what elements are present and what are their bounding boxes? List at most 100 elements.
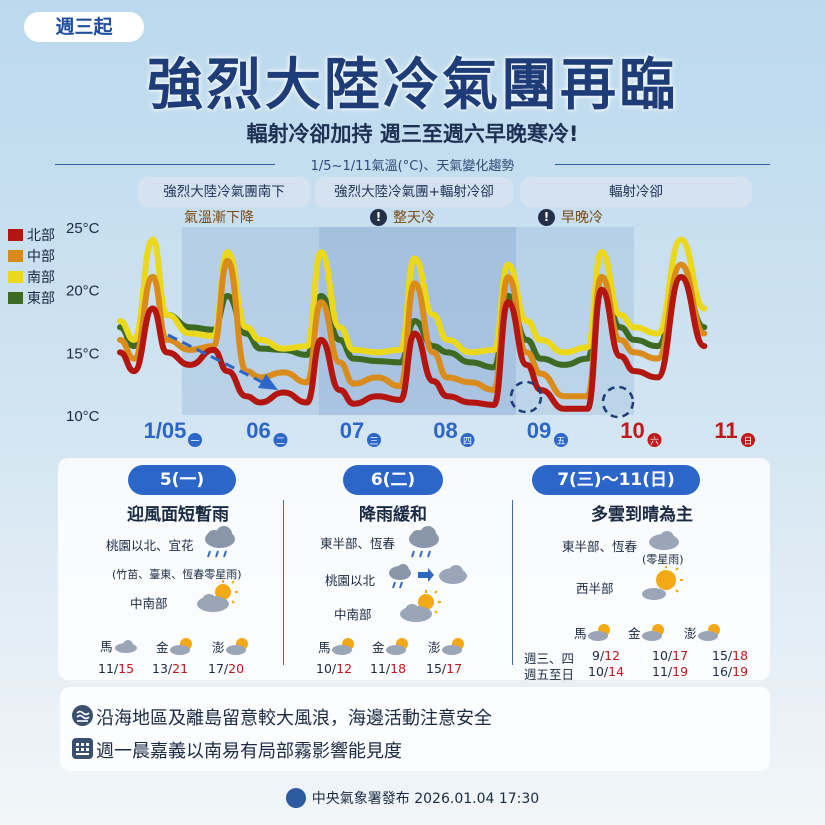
x-tick-label: 1/05 (144, 418, 187, 443)
island-temp: 11/18 (370, 661, 407, 676)
island-temp: 16/19 (712, 664, 749, 679)
cwa-logo-icon (285, 788, 306, 808)
phase-2-note: ! 整天冷 (370, 207, 435, 227)
legend-south: 南部 (8, 268, 55, 289)
temp-low: 15 (426, 661, 442, 676)
phase-1: 強烈大陸冷氣團南下 (138, 177, 310, 207)
legend-label: 東部 (27, 291, 55, 307)
chart-caption: 1/5~1/11氣溫(°C)、天氣變化趨勢 (310, 159, 515, 174)
legend-swatch (8, 250, 23, 262)
partly-cloudy-icon (641, 624, 667, 641)
region-text: 桃園以北 (325, 573, 376, 588)
period-label: 週五至日 (524, 667, 575, 682)
island-馬: 馬 (574, 622, 613, 642)
partly-cloudy-icon (640, 566, 684, 606)
page-title: 強烈大陸冷氣團再臨 (147, 53, 678, 118)
rain-to-cloud-icon (386, 562, 470, 594)
column-divider (283, 500, 284, 665)
temp-low: 10 (652, 648, 668, 663)
warning-icon: ! (538, 209, 555, 226)
x-tick-label: 08 (433, 418, 457, 443)
cloud-icon (646, 529, 682, 555)
temp-low: 10 (316, 661, 332, 676)
temp-high: 12 (604, 648, 621, 663)
date-pill-wed-sun: 7(三)～11(日) (532, 465, 700, 495)
trend-arrowhead (258, 374, 278, 390)
cloud-icon (113, 639, 139, 654)
island-金: 金 (156, 636, 195, 656)
temp-high: 21 (172, 661, 189, 676)
forecast-panel (58, 458, 770, 680)
low-marker (601, 385, 635, 419)
island-temp: 9/12 (592, 648, 621, 663)
island-澎: 澎 (428, 636, 467, 656)
y-tick-label: 10°C (66, 408, 100, 425)
region-note: (零星雨) (642, 553, 684, 566)
region-text: 桃園以北、宜花 (106, 538, 194, 553)
headline-tue: 降雨緩和 (359, 505, 427, 525)
island-temp: 11/15 (98, 661, 135, 676)
legend-label: 南部 (27, 270, 55, 286)
temp-high: 19 (732, 664, 749, 679)
footer-text: 中央氣象署發布 2026.01.04 17:30 (311, 791, 540, 807)
phase-2-note-text: 整天冷 (393, 210, 435, 226)
legend-swatch (8, 229, 23, 241)
island-金: 金 (628, 622, 667, 642)
region-text: 中南部 (334, 607, 372, 622)
island-name: 馬 (574, 626, 587, 641)
weekday-label: 一 (190, 437, 199, 447)
island-馬: 馬 (318, 636, 357, 656)
partly-cloudy-icon (331, 638, 357, 655)
legend-central: 中部 (8, 247, 55, 268)
legend-label: 中部 (27, 249, 55, 265)
island-temp: 15/17 (426, 661, 463, 676)
weekday-badge (367, 433, 381, 447)
temp-low: 15 (712, 648, 728, 663)
region-text: 中南部 (130, 596, 168, 611)
badge: 週三起 (24, 12, 144, 42)
y-tick-label: 25°C (66, 220, 100, 237)
island-name: 澎 (428, 640, 441, 655)
temp-low: 10 (588, 664, 604, 679)
island-name: 金 (372, 640, 385, 655)
x-tick-label: 10 (620, 418, 644, 443)
chart-legend: 北部 中部 南部 東部 (8, 226, 55, 310)
island-澎: 澎 (212, 636, 251, 656)
temp-low: 11 (652, 664, 668, 679)
advisory-panel (60, 687, 770, 771)
temp-high: 18 (732, 648, 749, 663)
island-temp: 10/14 (588, 664, 625, 679)
temp-high: 17 (672, 648, 689, 663)
temp-high: 17 (446, 661, 463, 676)
weekday-badge (460, 433, 475, 447)
subtitle: 輻射冷卻加持 週三至週六早晚寒冷! (246, 122, 579, 146)
island-馬: 馬 (100, 636, 139, 655)
weekday-label: 五 (556, 437, 565, 447)
partly-cloudy-icon (195, 580, 239, 618)
island-temp: 17/20 (208, 661, 245, 676)
partly-cloudy-icon (225, 638, 251, 655)
temp-high: 20 (228, 661, 245, 676)
island-name: 澎 (212, 640, 225, 655)
temp-low: 13 (152, 661, 168, 676)
low-marker (509, 380, 543, 414)
temp-high: 14 (608, 664, 625, 679)
rain-cloud-icon (404, 525, 444, 563)
temp-low: 11 (370, 661, 386, 676)
x-tick-label: 06 (246, 418, 270, 443)
island-name: 澎 (684, 626, 697, 641)
temp-low: 16 (712, 664, 728, 679)
y-tick-label: 20°C (66, 283, 100, 300)
phase-3: 輻射冷卻 (520, 177, 752, 207)
island-name: 金 (156, 640, 169, 655)
island-temp: 10/17 (652, 648, 689, 663)
advisory-text: 週一晨嘉義以南易有局部霧影響能見度 (96, 741, 402, 762)
partly-cloudy-icon (385, 638, 411, 655)
series-line-1 (117, 257, 708, 400)
island-temp: 11/19 (652, 664, 689, 679)
temperature-chart: 25°C 20°C 15°C 10°C 1/05 一 06 二 07 三 08 四 09 五 10 六 11 日 (66, 220, 755, 447)
island-name: 馬 (100, 639, 113, 654)
weekday-badge (188, 433, 202, 447)
temp-high: 12 (336, 661, 353, 676)
weekday-label: 二 (276, 437, 285, 447)
